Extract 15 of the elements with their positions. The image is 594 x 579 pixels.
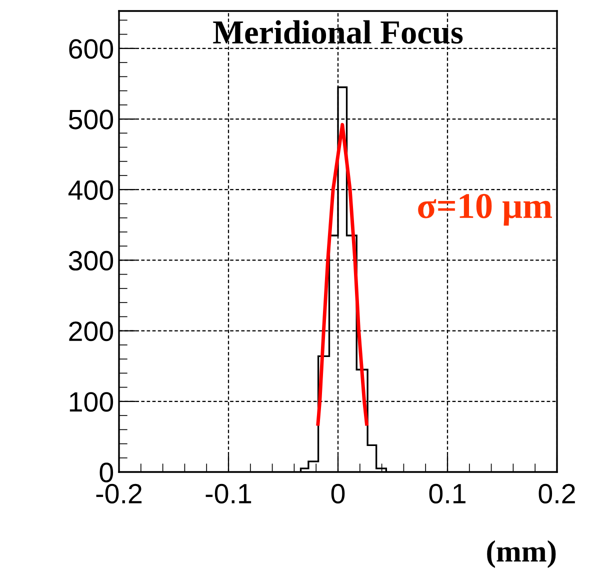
y-tick-label: 0: [100, 462, 114, 482]
y-tick-label: 300: [68, 250, 114, 271]
y-tick-label: 100: [70, 392, 114, 412]
x-tick-label: 0.1: [429, 484, 466, 504]
x-tick-label: -0.1: [206, 484, 252, 504]
x-tick-label: 0: [331, 484, 345, 504]
x-tick-label: 0.2: [538, 484, 575, 504]
x-tick-label: -0.2: [96, 484, 142, 504]
y-tick-label: 600: [69, 39, 114, 59]
x-axis-title: (mm): [487, 540, 556, 568]
y-tick-label: 200: [69, 321, 114, 342]
y-tick-label: 500: [68, 110, 114, 130]
chart-title: Meridional Focus: [213, 20, 463, 44]
y-tick-label: 400: [68, 180, 114, 200]
annotation: σ=10 μm: [418, 194, 552, 226]
